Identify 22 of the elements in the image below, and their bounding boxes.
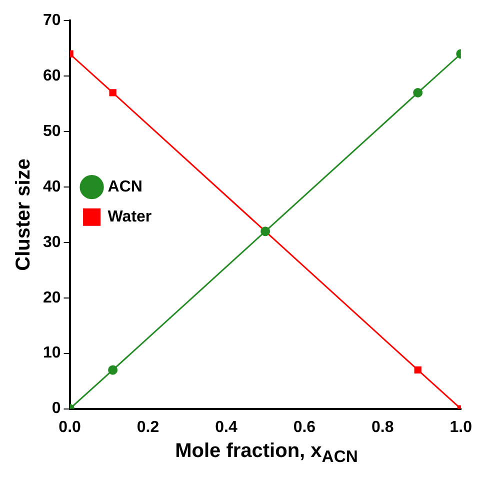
point (413, 88, 423, 98)
point (108, 365, 118, 375)
x-tick-label: 0.2 (136, 418, 160, 436)
y-tick-label: 70 (43, 12, 61, 30)
y-tick-label: 50 (43, 122, 61, 140)
point (109, 89, 116, 96)
x-tick-label: 0.8 (372, 418, 394, 436)
y-tick-label: 0 (52, 400, 61, 418)
legend-label: ACN (108, 178, 142, 196)
y-tick-label: 40 (43, 178, 61, 196)
x-tick-label: 0.6 (293, 418, 316, 436)
y-tick-label: 60 (43, 67, 61, 84)
y-tick-label: 30 (43, 234, 61, 251)
x-tick-label: 0.4 (215, 418, 238, 436)
x-tick-label: 1.0 (450, 418, 472, 436)
x-axis-title: Mole fraction, x$_{ACN}$ (174, 440, 359, 467)
legend-label: Water (108, 208, 152, 226)
x-tick-label: 0.0 (58, 418, 82, 436)
point (414, 366, 422, 374)
y-tick-label: 20 (43, 289, 61, 306)
y-tick-label: 10 (43, 344, 61, 362)
y-axis-title: Cluster size (12, 158, 35, 271)
